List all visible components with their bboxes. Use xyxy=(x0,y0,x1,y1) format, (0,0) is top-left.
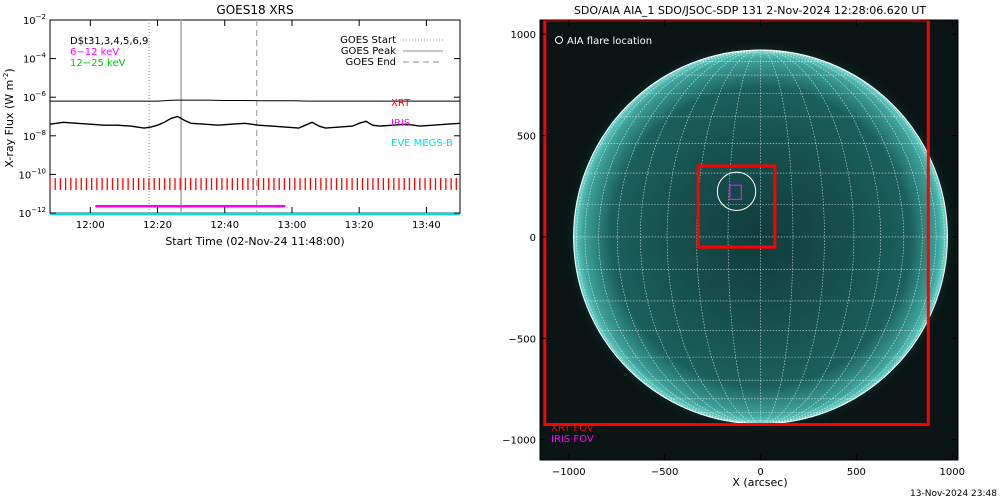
grid-meridian xyxy=(576,49,761,425)
grid-meridian xyxy=(760,49,945,425)
goes-xtick-label: 13:40 xyxy=(412,220,441,231)
aia-plot-frame xyxy=(539,19,959,461)
footer-timestamp: 13-Nov-2024 23:48 xyxy=(910,489,997,499)
target-zoom-box xyxy=(696,164,777,249)
goes-ytick-label: 10−10 xyxy=(18,167,46,181)
goes-ytick-label: 10−6 xyxy=(23,90,47,104)
grid-meridian xyxy=(666,49,761,425)
grid-meridian xyxy=(598,49,761,425)
goes-ytick-label: 10−8 xyxy=(23,129,46,143)
aia-xtick-label: 0 xyxy=(757,467,763,478)
goes-y-axis: 10−12 10−10 10−8 10−6 10−4 10−2 xyxy=(18,13,460,220)
grid-meridian xyxy=(760,49,825,425)
fov-label-iris: IRIS FOV xyxy=(551,434,594,445)
goes-ytick-label: 10−2 xyxy=(23,13,46,27)
goes-xtick-label: 12:00 xyxy=(76,220,105,231)
instrument-label-eve: EVE MEGS-B xyxy=(391,138,453,149)
flare-legend-symbol xyxy=(555,36,563,44)
aia-xtick-label: −1000 xyxy=(552,467,586,478)
corner-label-12-25kev: 12−25 keV xyxy=(70,58,126,69)
goes-ytick-label: 10−12 xyxy=(18,206,46,220)
corner-label-6-12kev: 6−12 keV xyxy=(70,47,119,58)
grid-meridian xyxy=(584,49,761,425)
fov-label-xrt: XRT FOV xyxy=(551,423,594,434)
legend-goes-peak: GOES Peak xyxy=(341,46,396,57)
aia-image-panel: SDO/AIA AIA_1 SDO/JSOC-SDP 131 2-Nov-202… xyxy=(502,4,965,489)
iris-fov-box xyxy=(729,184,742,201)
goes-plot-marks xyxy=(49,20,461,216)
grid-meridian xyxy=(760,49,923,425)
aia-ytick-label: 0 xyxy=(530,233,536,244)
grid-meridian xyxy=(696,49,761,425)
aia-xtick-label: 1000 xyxy=(940,467,965,478)
aia-axes: −1000 −500 0 500 1000 −1000 −500 0 500 1000 xyxy=(502,20,965,478)
instrument-label-iris: IRIS xyxy=(391,118,410,129)
goes-xlabel: Start Time (02-Nov-24 11:48:00) xyxy=(165,235,344,248)
goes-ylabel-close: ) xyxy=(3,68,16,72)
aia-ytick-label: 500 xyxy=(517,132,536,143)
grid-meridian xyxy=(639,49,761,425)
aia-ytick-label: −500 xyxy=(509,334,536,345)
aia-overlays xyxy=(543,20,930,427)
flare-location-label: AIA flare location xyxy=(567,36,652,47)
goes-xtick-label: 12:20 xyxy=(143,220,172,231)
aia-title: SDO/AIA AIA_1 SDO/JSOC-SDP 131 2-Nov-202… xyxy=(574,4,926,17)
legend-goes-end: GOES End xyxy=(346,57,396,68)
aia-ytick-label: −1000 xyxy=(502,436,536,447)
grid-meridian xyxy=(760,49,794,425)
goes-ylabel-sup: -2 xyxy=(2,73,10,80)
grid-meridian xyxy=(760,49,937,425)
aia-ytick-label: 1000 xyxy=(511,30,536,41)
grid-meridian xyxy=(727,49,761,425)
legend-goes-start: GOES Start xyxy=(340,35,396,46)
goes-x-axis: 12:00 12:20 12:40 13:00 13:20 13:40 xyxy=(76,20,441,231)
goes-xtick-label: 12:40 xyxy=(210,220,239,231)
aia-xlabel: X (arcsec) xyxy=(732,476,787,489)
xrt-fov-box xyxy=(543,20,930,427)
aia-xtick-label: −500 xyxy=(651,467,678,478)
grid-meridian xyxy=(760,49,882,425)
goes-ylabel-main: X-ray Flux (W m xyxy=(3,80,16,168)
goes-series-0 xyxy=(50,99,460,102)
goes-xtick-label: 13:20 xyxy=(345,220,374,231)
goes-xrs-panel: GOES18 XRS 10−12 10−10 10−8 10−6 10−4 10−2 12… xyxy=(2,3,461,248)
goes-ylabel: X-ray Flux (W m-2) xyxy=(2,68,16,167)
aia-xtick-label: 500 xyxy=(847,467,866,478)
goes-ytick-label: 10−4 xyxy=(23,52,47,66)
goes-title: GOES18 XRS xyxy=(216,3,293,17)
heliographic-grid xyxy=(573,49,948,425)
instrument-label-xrt: XRT xyxy=(391,98,411,109)
goes-xtick-label: 13:00 xyxy=(278,220,307,231)
flare-location-circle xyxy=(716,171,757,212)
corner-label-detectors: D$t31,3,4,5,6,9 xyxy=(70,36,148,47)
goes-series-1 xyxy=(49,115,461,129)
grid-meridian xyxy=(760,49,855,425)
